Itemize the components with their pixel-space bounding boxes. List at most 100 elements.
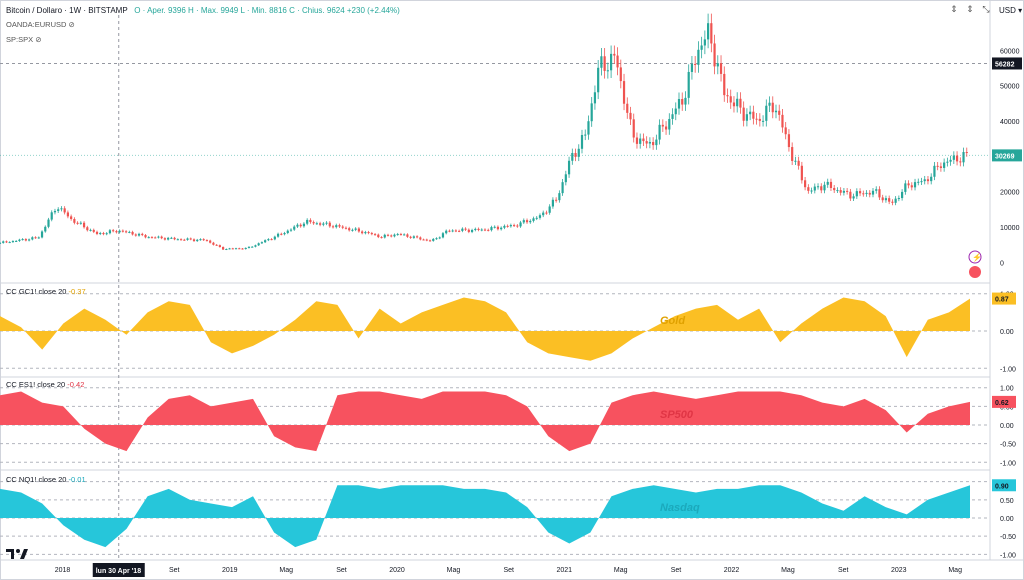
corr-tick-label: 0.00 xyxy=(1000,516,1014,523)
candle-body xyxy=(865,192,868,194)
candle-body xyxy=(810,190,813,192)
price-tick-label: 40000 xyxy=(1000,119,1020,126)
nasdaq-indicator-label[interactable]: CC NQ1! close 20 -0.01 xyxy=(6,475,86,484)
candle-body xyxy=(703,39,706,46)
candle-body xyxy=(438,237,441,239)
candle-body xyxy=(761,120,765,122)
candle-body xyxy=(610,53,613,71)
symbol-title[interactable]: Bitcoin / Dollaro · 1W · BITSTAMP xyxy=(6,6,128,15)
candle-body xyxy=(451,230,454,232)
candle-body xyxy=(218,245,221,248)
candle-body xyxy=(215,244,218,246)
candle-body xyxy=(422,239,425,241)
gold-area xyxy=(0,297,970,361)
crosshair-time-label: lun 30 Apr '18 xyxy=(96,568,141,575)
candle-body xyxy=(545,212,548,214)
candle-body xyxy=(787,134,791,148)
candle-body xyxy=(558,193,561,201)
candle-body xyxy=(128,231,131,233)
price-tick-label: 50000 xyxy=(1000,84,1020,91)
corr-tick-label: -1.00 xyxy=(1000,366,1016,373)
candle-body xyxy=(855,191,858,197)
candle-body xyxy=(276,233,280,237)
candle-body xyxy=(470,230,474,232)
candle-body xyxy=(555,199,558,201)
chevron-up-down-icon[interactable]: ⇕ xyxy=(966,4,974,14)
candle-body xyxy=(293,226,296,230)
candle-body xyxy=(370,233,373,235)
candle-body xyxy=(461,228,464,231)
candle-body xyxy=(47,219,50,227)
crosshair-price-label-bg xyxy=(992,57,1022,70)
candle-body xyxy=(506,225,509,227)
candle-body xyxy=(112,230,115,232)
tradingview-logo[interactable] xyxy=(6,546,28,559)
candle-body xyxy=(92,229,95,232)
time-tick-label: Set xyxy=(169,567,180,574)
candle-body xyxy=(364,232,367,234)
sp500-indicator-label[interactable]: CC ES1! close 20 -0.42 xyxy=(6,380,85,389)
candle-body xyxy=(209,240,212,243)
eye-off-icon: ⊘ xyxy=(68,20,75,29)
candle-body xyxy=(192,239,196,242)
candle-body xyxy=(205,240,209,242)
candle-body xyxy=(15,240,18,242)
candle-body xyxy=(257,243,260,246)
candle-body xyxy=(658,124,661,140)
candle-body xyxy=(150,237,154,239)
candle-body xyxy=(306,219,309,224)
candle-body xyxy=(813,186,816,191)
collapse-icon[interactable]: ⤡ xyxy=(982,4,990,14)
candle-body xyxy=(923,179,926,182)
candle-body xyxy=(926,179,930,182)
chevron-up-down-icon[interactable]: ⇕ xyxy=(950,4,958,14)
gold-indicator-label[interactable]: CC GC1! close 20 -0.37 xyxy=(6,287,86,296)
overlay-spx[interactable]: SP:SPX ⊘ xyxy=(6,35,42,44)
candle-body xyxy=(76,222,79,224)
candle-body xyxy=(480,229,483,231)
last-corr-label: 0.62 xyxy=(995,400,1009,407)
last-corr-label-bg xyxy=(992,395,1016,408)
candle-body xyxy=(842,190,845,193)
candle-body xyxy=(254,245,257,247)
candle-body xyxy=(89,229,92,231)
candle-body xyxy=(820,186,823,191)
candle-body xyxy=(616,55,619,68)
candle-body xyxy=(435,238,438,240)
candle-body xyxy=(891,201,894,203)
candle-body xyxy=(137,233,141,236)
candle-body xyxy=(639,138,642,144)
candle-body xyxy=(354,228,357,230)
candle-body xyxy=(160,236,163,239)
candle-body xyxy=(367,232,370,234)
candle-body xyxy=(548,206,551,213)
price-tick-label: 10000 xyxy=(1000,225,1020,232)
time-tick-label: Mag xyxy=(781,567,795,574)
candle-body xyxy=(567,160,571,175)
price-tick-label: 0 xyxy=(1000,260,1004,267)
last-corr-label-bg xyxy=(992,292,1016,305)
candle-body xyxy=(687,71,690,98)
sp500-area xyxy=(0,391,970,452)
time-tick-label: 2023 xyxy=(891,567,907,574)
candle-body xyxy=(163,238,166,240)
sp500-series-name: SP500 xyxy=(660,409,694,421)
currency-selector[interactable]: USD ▾ xyxy=(999,6,1023,15)
candle-body xyxy=(199,239,202,241)
time-tick-label: Mag xyxy=(279,567,293,574)
candle-body xyxy=(176,239,179,241)
candle-body xyxy=(538,215,542,218)
overlay-eurusd[interactable]: OANDA:EURUSD ⊘ xyxy=(6,20,75,29)
candle-body xyxy=(664,126,668,130)
candle-body xyxy=(147,237,150,239)
candle-body xyxy=(34,237,37,239)
candles-group xyxy=(0,13,968,251)
candle-body xyxy=(917,181,920,183)
candle-body xyxy=(597,67,600,93)
candle-body xyxy=(241,248,244,250)
candle-body xyxy=(234,248,238,250)
candle-body xyxy=(70,216,73,219)
candle-body xyxy=(322,223,325,225)
candle-body xyxy=(8,242,11,244)
